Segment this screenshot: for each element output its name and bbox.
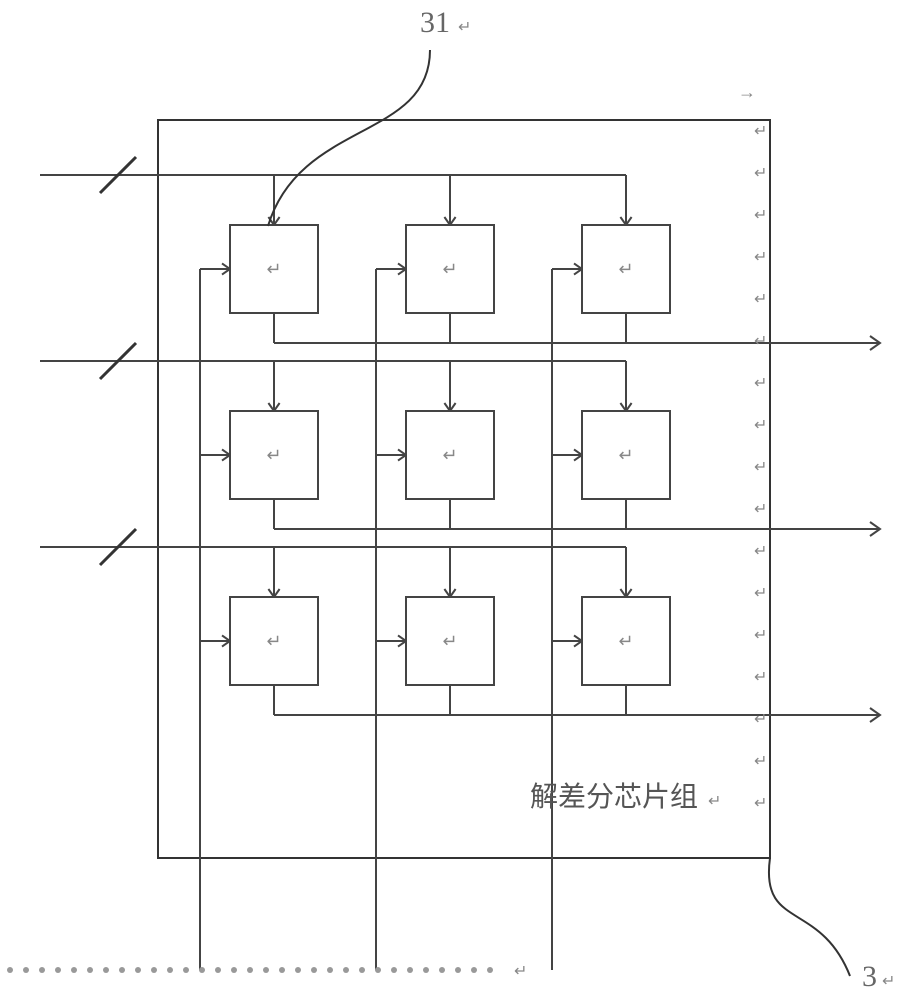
baseline-dot	[279, 967, 285, 973]
baseline-dot	[295, 967, 301, 973]
margin-glyph: ↵	[754, 249, 767, 266]
chip-cell-2-0-glyph: ↵	[266, 631, 281, 651]
margin-glyph: ↵	[754, 795, 767, 812]
baseline-dot	[103, 967, 109, 973]
baseline-dot	[55, 967, 61, 973]
baseline-dot	[215, 967, 221, 973]
margin-glyph: ↵	[754, 459, 767, 476]
baseline-dot	[183, 967, 189, 973]
margin-glyph: ↵	[754, 669, 767, 686]
margin-glyph: ↵	[754, 375, 767, 392]
baseline-glyph: ↵	[514, 963, 527, 980]
margin-glyph: ↵	[754, 417, 767, 434]
chip-cell-1-0-glyph: ↵	[266, 445, 281, 465]
baseline-dot	[471, 967, 477, 973]
chipset-group-glyph: ↵	[708, 793, 721, 810]
baseline-dot	[231, 967, 237, 973]
baseline-dot	[423, 967, 429, 973]
chip-cell-0-1-glyph: ↵	[442, 259, 457, 279]
chip-cell-1-1-glyph: ↵	[442, 445, 457, 465]
baseline-dot	[119, 967, 125, 973]
margin-glyph: ↵	[754, 165, 767, 182]
chip-cell-2-2-glyph: ↵	[618, 631, 633, 651]
margin-glyph: ↵	[754, 333, 767, 350]
margin-glyph: ↵	[754, 627, 767, 644]
margin-glyph: ↵	[754, 711, 767, 728]
ref-31-label: 31	[420, 6, 450, 39]
top-right-arrow-glyph: →	[738, 82, 756, 102]
baseline-dot	[87, 967, 93, 973]
chip-cell-2-1-glyph: ↵	[442, 631, 457, 651]
margin-glyph: ↵	[754, 291, 767, 308]
baseline-dot	[375, 967, 381, 973]
baseline-dot	[167, 967, 173, 973]
baseline-dot	[487, 967, 493, 973]
baseline-dot	[327, 967, 333, 973]
margin-glyph: ↵	[754, 123, 767, 140]
ref-3-glyph: ↵	[882, 973, 895, 990]
ref-3-leader	[769, 858, 850, 976]
baseline-dot	[407, 967, 413, 973]
margin-glyph: ↵	[754, 585, 767, 602]
margin-glyph: ↵	[754, 543, 767, 560]
ref-3-label: 3	[862, 960, 877, 993]
margin-glyph: ↵	[754, 753, 767, 770]
baseline-dot	[263, 967, 269, 973]
chip-cell-0-0-glyph: ↵	[266, 259, 281, 279]
ref-31-leader	[268, 50, 430, 226]
baseline-dot	[23, 967, 29, 973]
chipset-group-label: 解差分芯片组	[530, 781, 698, 813]
chip-cell-0-2-glyph: ↵	[618, 259, 633, 279]
baseline-dot	[199, 967, 205, 973]
baseline-dot	[7, 967, 13, 973]
chip-cell-1-2-glyph: ↵	[618, 445, 633, 465]
baseline-dot	[439, 967, 445, 973]
baseline-dot	[39, 967, 45, 973]
baseline-dot	[311, 967, 317, 973]
baseline-dot	[151, 967, 157, 973]
baseline-dot	[135, 967, 141, 973]
margin-glyph: ↵	[754, 501, 767, 518]
ref-31-glyph: ↵	[458, 19, 471, 36]
baseline-dot	[455, 967, 461, 973]
margin-glyph: ↵	[754, 207, 767, 224]
baseline-dot	[391, 967, 397, 973]
baseline-dot	[71, 967, 77, 973]
baseline-dot	[247, 967, 253, 973]
baseline-dot	[359, 967, 365, 973]
baseline-dot	[343, 967, 349, 973]
